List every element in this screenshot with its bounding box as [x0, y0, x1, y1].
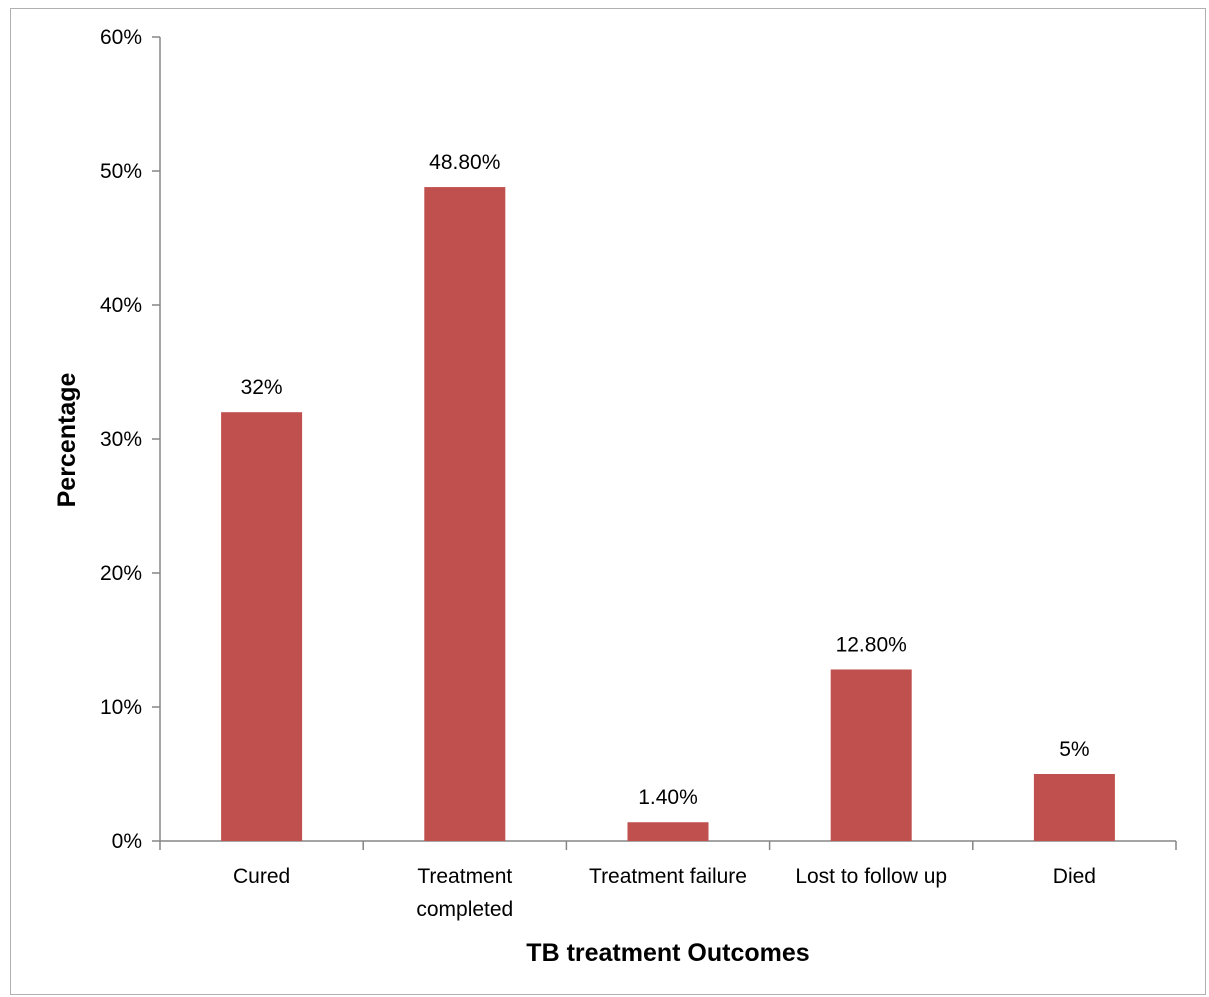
y-axis: 0% 10% 20% 30% 40% 50% 60%: [100, 26, 161, 853]
x-tick-label: Died: [1053, 865, 1096, 888]
x-tick-label: Cured: [233, 865, 290, 888]
bar: [627, 822, 709, 841]
x-tick-label: Treatment: [417, 865, 512, 888]
x-tick-label: Treatment failure: [589, 865, 747, 888]
data-label: 32%: [241, 376, 283, 399]
x-axis: Cured Treatment completed Treatment failure…: [159, 840, 1177, 921]
chart-frame: [10, 8, 1206, 995]
bar: [424, 187, 506, 841]
bar: [1033, 774, 1115, 841]
y-tick-label: 10%: [100, 696, 142, 719]
y-tick-label: 20%: [100, 562, 142, 585]
y-tick-label: 50%: [100, 160, 142, 183]
data-label: 1.40%: [638, 786, 698, 809]
data-label: 5%: [1059, 738, 1089, 761]
data-label: 48.80%: [429, 151, 500, 174]
y-tick-label: 0%: [112, 830, 142, 853]
data-labels: 32% 48.80% 1.40% 12.80% 5%: [241, 151, 1090, 809]
bar: [221, 412, 303, 841]
y-tick-label: 40%: [100, 294, 142, 317]
bars: [221, 187, 1115, 841]
y-axis-title: Percentage: [53, 373, 81, 508]
data-label: 12.80%: [836, 633, 907, 656]
x-tick-label: completed: [416, 898, 513, 921]
bar: [830, 669, 912, 841]
x-axis-title: TB treatment Outcomes: [526, 939, 809, 967]
x-tick-label: Lost to follow up: [795, 865, 947, 888]
y-tick-label: 60%: [100, 26, 142, 49]
y-tick-label: 30%: [100, 428, 142, 451]
